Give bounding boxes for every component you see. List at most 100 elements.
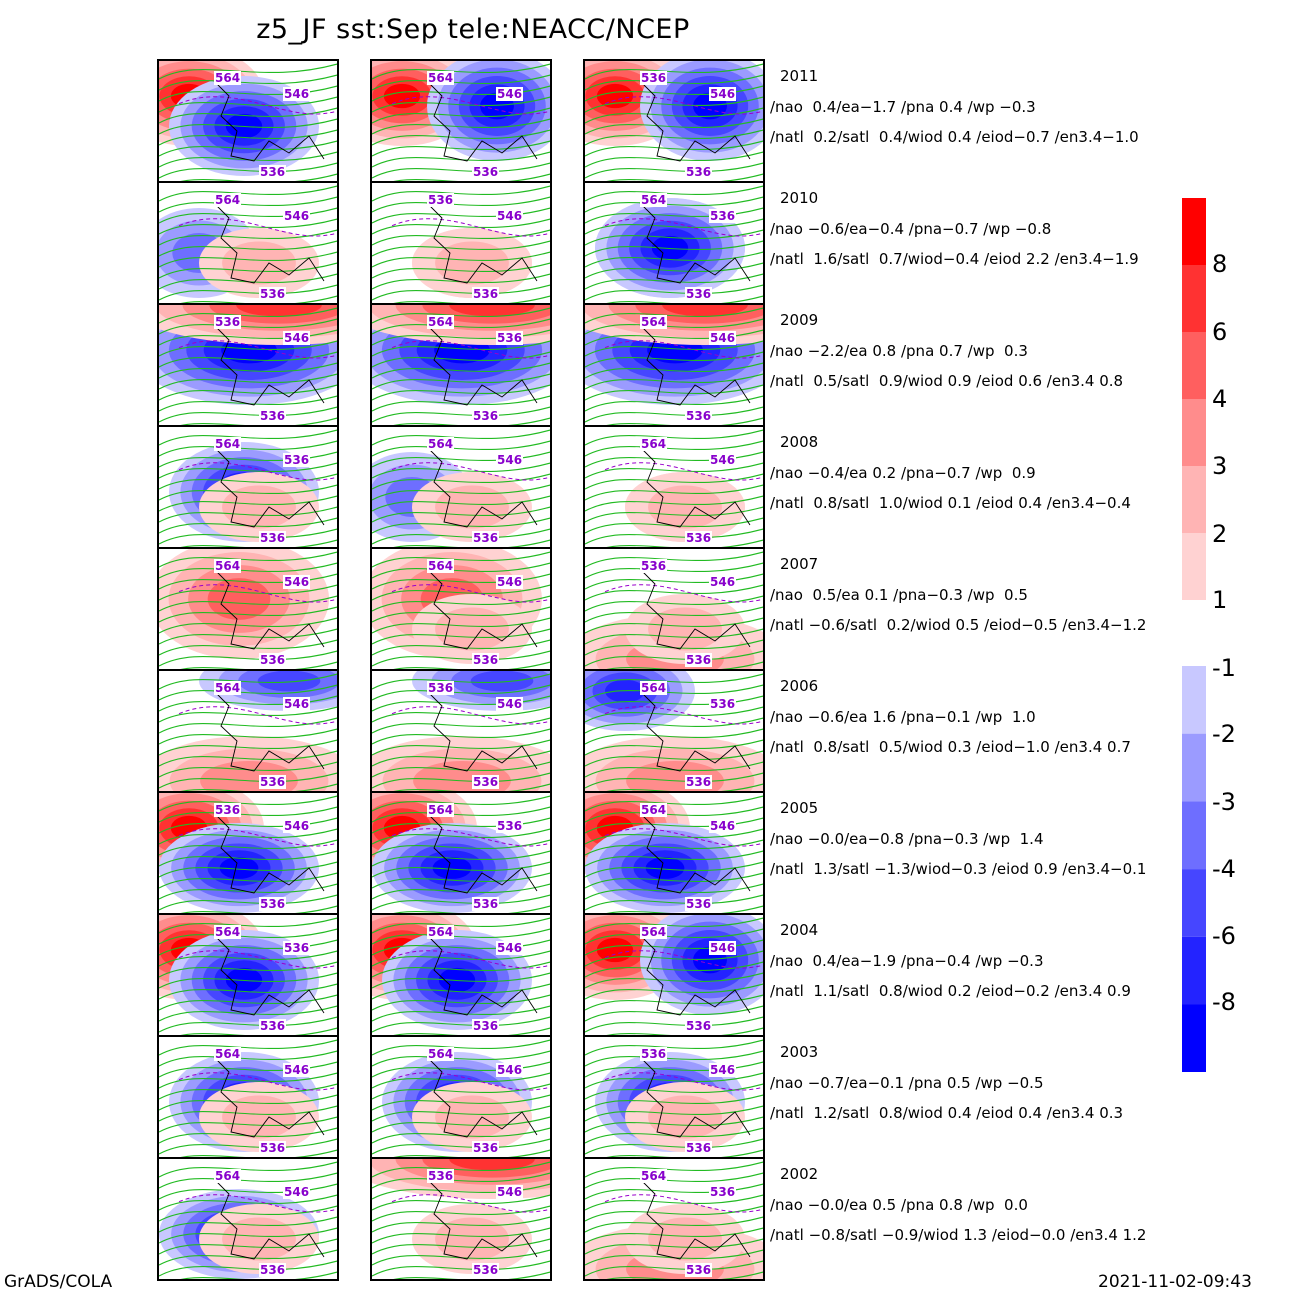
height-contour: [393, 295, 550, 303]
row-year: 2007: [780, 555, 819, 573]
anomaly-shading: [432, 857, 472, 879]
height-contour: [372, 639, 550, 656]
chart-title: z5_JF sst:Sep tele:NEACC/NCEP: [256, 14, 690, 45]
height-contour: [585, 1005, 763, 1022]
height-contour: [159, 406, 337, 423]
contour-label: 536: [259, 1263, 287, 1277]
height-contour: [159, 451, 337, 468]
height-contour: [159, 839, 337, 856]
height-contour: [159, 1194, 337, 1211]
coastline: [213, 934, 325, 1016]
height-contour: [585, 151, 763, 168]
height-contour: [585, 994, 763, 1011]
height-contour: [159, 395, 337, 412]
map-panel: 546 564 536: [157, 59, 339, 183]
contour-label: 536: [259, 775, 287, 789]
contour-label: 564: [640, 925, 668, 939]
height-contour: [159, 284, 337, 301]
height-contour: [393, 1027, 550, 1035]
height-contour: [372, 717, 550, 734]
height-contour: [372, 606, 550, 623]
height-contour: [159, 739, 337, 756]
map-panel: 536 564 536: [370, 303, 552, 427]
height-contour: [159, 883, 337, 900]
map-panel: 536 564 536: [583, 669, 765, 793]
contour-label: 536: [259, 531, 287, 545]
teleconnection-indices: /nao 0.5/ea 0.1 /pna−0.3 /wp 0.5: [770, 586, 1028, 604]
row-year: 2011: [780, 67, 819, 85]
height-contour: [372, 861, 550, 878]
height-contour: [159, 1094, 337, 1111]
contour-label: 546: [709, 331, 737, 345]
height-contour: [393, 661, 550, 669]
anomaly-shading: [219, 857, 259, 879]
contour-label: 564: [427, 1047, 455, 1061]
teleconnection-indices: /nao 0.4/ea−1.9 /pna−0.4 /wp −0.3: [770, 952, 1044, 970]
map-panel: 546 536 536: [370, 181, 552, 305]
coastline: [213, 80, 325, 162]
height-contour: [372, 1238, 550, 1255]
row-year: 2008: [780, 433, 819, 451]
footer-timestamp: 2021-11-02-09:43: [1098, 1272, 1252, 1292]
height-contour: [372, 1138, 550, 1155]
climatology-contour: [391, 950, 550, 969]
contour-label: 536: [496, 331, 524, 345]
map-panel: 546 564 536: [370, 913, 552, 1037]
contour-label: 536: [259, 287, 287, 301]
height-contour: [372, 262, 550, 279]
height-contour: [159, 817, 337, 834]
colorbar-segment-negative: [1182, 666, 1206, 734]
height-contour: [180, 661, 337, 669]
climatology-contour: [178, 462, 337, 481]
contour-label: 564: [427, 803, 455, 817]
contour-label: 546: [709, 453, 737, 467]
height-contour: [159, 118, 337, 135]
height-contour: [585, 606, 763, 623]
height-contour: [372, 329, 550, 346]
height-contour: [585, 695, 763, 712]
contour-label: 546: [496, 941, 524, 955]
contour-label: 546: [283, 209, 311, 223]
coastline: [213, 1178, 325, 1260]
height-contour: [372, 1183, 550, 1200]
height-contour: [585, 573, 763, 590]
contour-label: 564: [214, 437, 242, 451]
height-contour: [180, 1149, 337, 1157]
height-contour: [159, 628, 337, 645]
height-contour: [159, 218, 337, 235]
contour-label: 564: [214, 681, 242, 695]
climatology-contour: [604, 1194, 763, 1213]
contour-label: 564: [640, 315, 668, 329]
height-contour: [585, 118, 763, 135]
contour-label: 536: [472, 1019, 500, 1033]
climatology-contour: [604, 462, 763, 481]
anomaly-shading: [648, 1217, 722, 1261]
height-contour: [585, 628, 763, 645]
height-contour: [159, 639, 337, 656]
height-contour: [159, 939, 337, 956]
contour-label: 536: [427, 681, 455, 695]
anomaly-shading: [435, 1217, 509, 1261]
contour-label: 546: [496, 575, 524, 589]
row-year: 2010: [780, 189, 819, 207]
colorbar-segment-positive: [1182, 198, 1206, 265]
height-contour: [585, 129, 763, 146]
height-contour: [372, 950, 550, 967]
height-contour: [159, 1183, 337, 1200]
height-contour: [585, 528, 763, 545]
climatology-contour: [604, 828, 763, 847]
coastline: [426, 202, 538, 284]
height-contour: [585, 1227, 763, 1244]
height-contour: [159, 828, 337, 845]
height-contour: [372, 484, 550, 501]
height-contour: [585, 650, 763, 667]
colorbar-segment-negative: [1182, 1004, 1206, 1072]
height-contour: [372, 1205, 550, 1222]
height-contour: [372, 1016, 550, 1033]
height-contour: [372, 362, 550, 379]
contour-label: 546: [496, 209, 524, 223]
anomaly-shading: [236, 305, 322, 317]
climatology-contour: [391, 462, 550, 481]
map-panel: 546 564 536: [370, 59, 552, 183]
height-contour: [372, 462, 550, 479]
